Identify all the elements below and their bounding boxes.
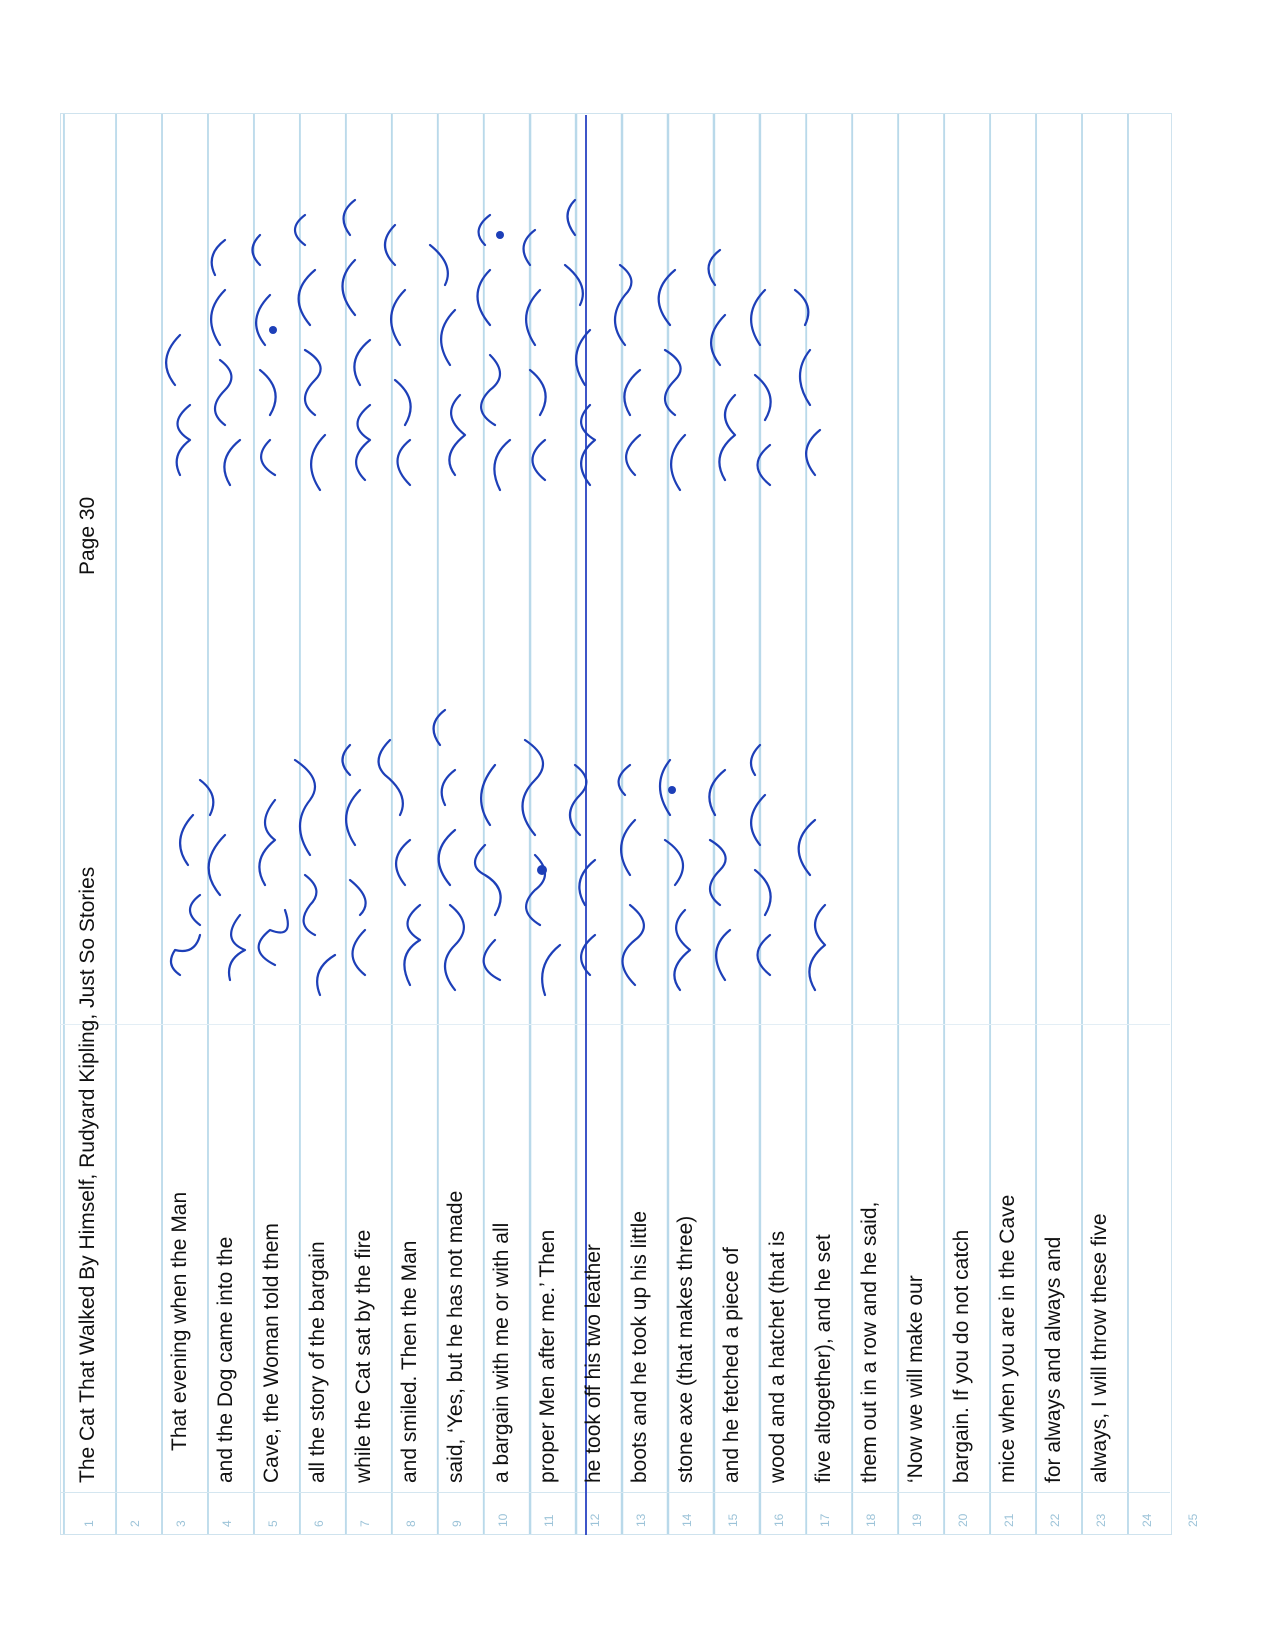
shorthand-left-column: [169, 708, 827, 997]
line-number: 22: [1048, 1513, 1062, 1527]
passage-text: for always and always and: [1042, 1236, 1065, 1483]
shorthand-right-column: [165, 198, 822, 492]
passage-text: while the Cat sat by the fire: [352, 1229, 375, 1483]
line-number: 8: [404, 1520, 418, 1527]
passage-text: That evening when the Man: [168, 1191, 191, 1451]
line-number: 13: [634, 1513, 648, 1527]
passage-text: five altogether), and he set: [812, 1234, 835, 1483]
line-number: 19: [910, 1513, 924, 1527]
line-number: 9: [450, 1520, 464, 1527]
passage-text: ‘Now we will make our: [904, 1275, 927, 1483]
passage-text: and he fetched a piece of: [720, 1247, 743, 1483]
passage-text: said, ‘Yes, but he has not made: [444, 1190, 467, 1483]
passage-text: always, I will throw these five: [1088, 1213, 1111, 1483]
line-number: 24: [1140, 1513, 1154, 1527]
line-number: 10: [496, 1513, 510, 1527]
passage-text: and the Dog came into the: [214, 1236, 237, 1483]
line-number: 15: [726, 1513, 740, 1527]
line-number: 11: [542, 1514, 556, 1527]
line-number: 20: [956, 1513, 970, 1527]
line-number: 12: [588, 1513, 602, 1527]
passage-text: them out in a row and he said,: [858, 1201, 881, 1483]
line-number: 3: [174, 1520, 188, 1527]
passage-text: all the story of the bargain: [306, 1241, 329, 1483]
passage-text: proper Men after me.’ Then: [536, 1229, 559, 1483]
line-number: 14: [680, 1513, 694, 1527]
line-number: 16: [772, 1513, 786, 1527]
line-number: 2: [128, 1520, 142, 1527]
shorthand-writing: [165, 198, 827, 997]
passage-text: boots and he took up his little: [628, 1210, 651, 1483]
passage-text: Cave, the Woman told them: [260, 1223, 283, 1483]
line-number: 6: [312, 1520, 326, 1527]
notebook-page: 1 The Cat That Walked By Himself, Rudyar…: [60, 113, 1200, 1535]
line-number: 17: [818, 1513, 832, 1527]
line-number: 25: [1186, 1513, 1200, 1527]
passage-text: bargain. If you do not catch: [950, 1229, 973, 1483]
passage-text: stone axe (that makes three): [674, 1215, 697, 1483]
passage-text: and smiled. Then the Man: [398, 1240, 421, 1483]
passage-text: wood and a hatchet (that is: [766, 1230, 789, 1483]
line-number: 21: [1002, 1513, 1016, 1527]
line-number: 7: [358, 1520, 372, 1527]
line-number: 5: [266, 1520, 280, 1527]
passage-text: he took off his two leather: [582, 1244, 605, 1483]
passage-text: mice when you are in the Cave: [996, 1194, 1019, 1483]
line-number: 23: [1094, 1513, 1108, 1527]
text-line: 25: [1174, 115, 1220, 1535]
line-number: 1: [82, 1520, 96, 1527]
passage-text: a bargain with me or with all: [490, 1222, 513, 1483]
line-number: 4: [220, 1520, 234, 1527]
line-number: 18: [864, 1513, 878, 1527]
